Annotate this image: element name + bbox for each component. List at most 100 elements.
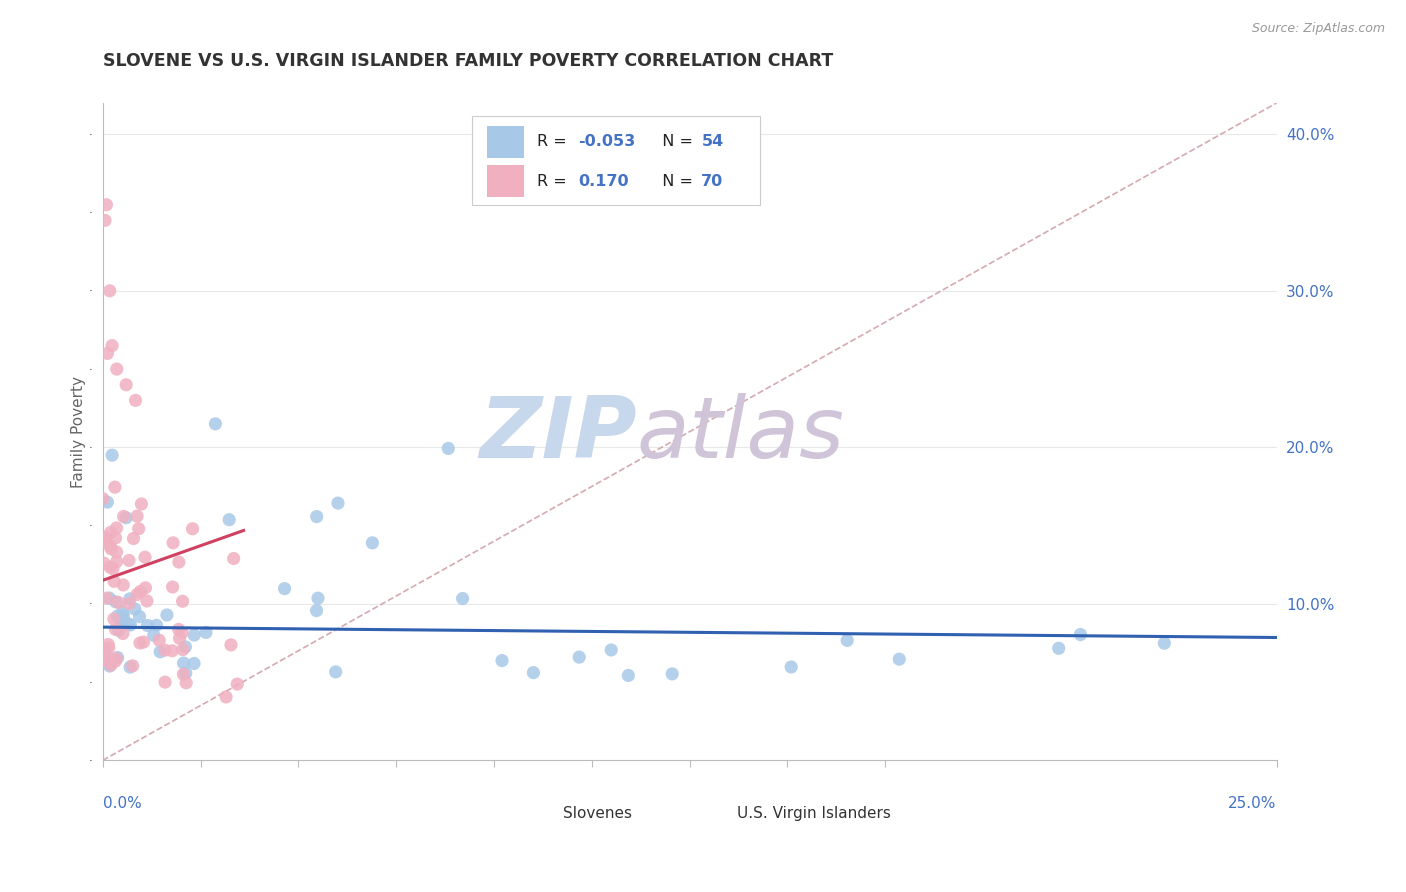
Point [98,284,121,298]
FancyBboxPatch shape [486,126,524,158]
Point [132,635,155,649]
Point [661,666,683,681]
Point [97,640,120,655]
Point [118,591,141,606]
Point [148,633,170,648]
Point [94,530,117,544]
Point [153,675,176,690]
Point [104,480,127,494]
Text: R =: R = [537,174,572,189]
Point [120,618,142,632]
Point [1153,636,1175,650]
Point [96,591,118,606]
Text: 54: 54 [702,135,724,149]
Point [172,625,194,640]
Point [104,595,127,609]
Point [111,613,134,627]
Point [100,658,122,673]
Text: N =: N = [652,174,699,189]
Text: atlas: atlas [637,393,845,476]
Point [222,551,245,566]
Point [174,666,197,681]
Point [107,624,129,638]
Point [107,650,129,665]
Point [118,596,141,610]
Text: 0.170: 0.170 [578,174,628,189]
Point [134,550,156,565]
Point [105,545,128,559]
Text: 0.0%: 0.0% [103,797,142,812]
Text: N =: N = [652,135,699,149]
Point [437,442,460,456]
Text: ZIP: ZIP [479,393,637,476]
Point [172,667,194,681]
Point [129,636,152,650]
Point [100,525,122,540]
Text: SLOVENE VS U.S. VIRGIN ISLANDER FAMILY POVERTY CORRELATION CHART: SLOVENE VS U.S. VIRGIN ISLANDER FAMILY P… [103,52,832,70]
Point [325,665,347,679]
Point [115,510,138,524]
Point [136,594,159,608]
Point [1047,641,1070,656]
FancyBboxPatch shape [486,166,524,197]
Point [1069,627,1091,641]
Point [568,650,591,665]
Point [226,677,249,691]
Point [103,574,125,589]
Point [96,198,118,212]
Point [118,553,141,567]
Point [101,338,124,352]
Point [101,448,124,462]
Text: Source: ZipAtlas.com: Source: ZipAtlas.com [1251,22,1385,36]
Text: R =: R = [537,135,572,149]
Point [94,213,117,227]
Point [889,652,911,666]
Point [112,608,135,623]
Point [122,532,145,546]
Point [183,628,205,642]
Point [111,626,134,640]
Point [160,644,183,658]
Point [174,640,197,654]
Point [134,581,156,595]
Point [96,654,118,668]
Point [94,646,117,660]
Text: 70: 70 [702,174,724,189]
Point [97,638,120,652]
Point [124,602,146,616]
Y-axis label: Family Poverty: Family Poverty [72,376,86,488]
Point [183,657,205,671]
Point [103,612,125,626]
Point [361,536,384,550]
Point [326,496,349,510]
Point [105,555,128,569]
Point [172,642,194,657]
Point [111,605,134,619]
Point [96,346,118,360]
Point [93,556,115,570]
Point [125,587,148,601]
Point [115,377,138,392]
Point [104,654,127,668]
Point [107,609,129,624]
FancyBboxPatch shape [519,801,554,826]
Point [305,509,328,524]
Point [167,555,190,569]
Point [98,539,121,553]
Point [156,607,179,622]
Point [600,643,623,657]
Point [204,417,226,431]
Point [94,648,117,662]
Point [105,521,128,535]
Point [219,638,242,652]
Point [110,614,132,628]
Point [112,509,135,524]
Point [125,509,148,524]
Point [153,643,176,657]
Point [491,654,513,668]
Point [162,536,184,550]
Text: -0.053: -0.053 [578,135,636,149]
Point [172,594,194,608]
Point [104,623,127,637]
Point [307,591,329,606]
